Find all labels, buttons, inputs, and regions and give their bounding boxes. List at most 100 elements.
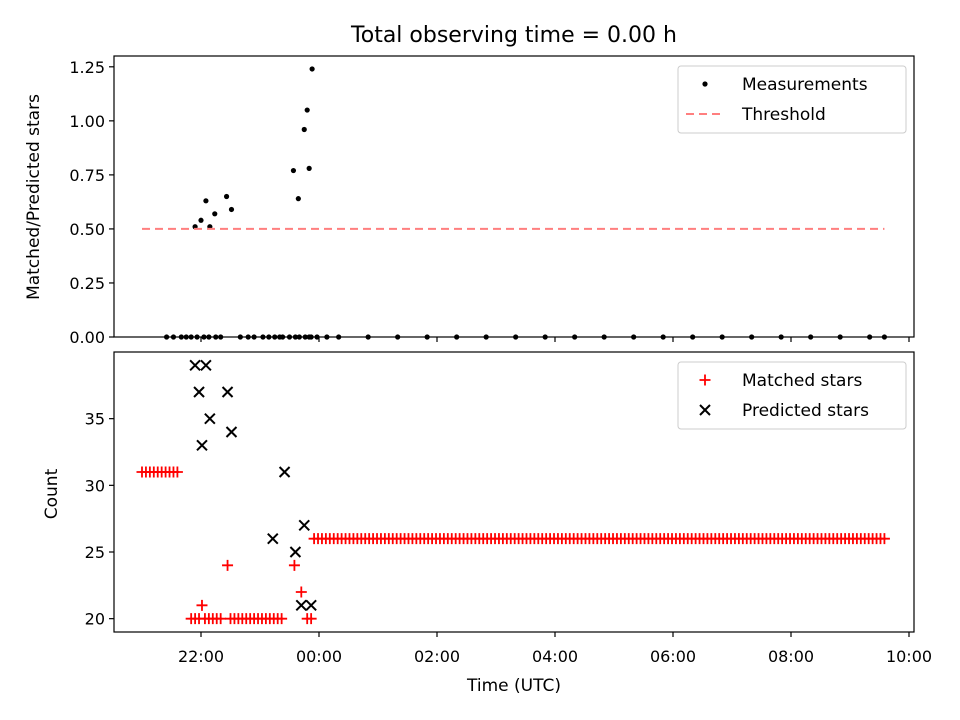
y-tick-label: 20 [85,610,105,629]
measurement-point [306,165,312,171]
x-axis-label: Time (UTC) [466,676,561,696]
measurement-point [212,211,218,217]
measurement-point [365,334,371,340]
measurement-point [286,334,293,340]
measurement-point [183,334,189,340]
x-tick-label: 02:00 [414,647,460,666]
measurement-point [336,334,342,340]
measurement-point [395,334,401,340]
predicted-star-point [221,386,234,398]
measurement-point [513,334,519,340]
legend-box [677,65,907,134]
plot-frame-2 [113,351,915,633]
measurement-point [188,334,194,340]
measurement-point [808,334,814,340]
chart-title: Total observing time = 0.00 h [350,23,677,48]
legend-measurement-swatch [702,81,708,87]
measurement-point [881,334,888,340]
measurement-point [690,334,696,340]
matched-star-point [215,613,227,625]
predicted-star-point [204,412,216,425]
measurement-point [631,334,637,340]
legend-2: Matched stars Predicted stars [677,361,907,430]
y-tick-label: 0.25 [69,274,105,293]
legend-label: Predicted stars [742,401,869,421]
measurement-point [292,334,298,340]
matched-star-point [171,466,183,478]
predicted-star-point [267,532,279,545]
y-tick-label: 1.25 [69,58,105,77]
predicted-star-point [278,466,291,478]
y-tick-label: 25 [85,543,105,562]
measurement-point [280,334,286,340]
measurement-point [454,334,460,340]
measurement-point [163,334,170,340]
y-tick-label: 0.00 [69,328,105,347]
measurement-point [203,198,209,204]
predicted-star-point [200,359,212,372]
measurement-point [296,334,302,340]
matched-star-point [222,559,234,571]
measurement-point [314,334,320,340]
measurement-point [201,334,207,340]
measurement-point [749,334,755,340]
measurement-point [301,126,307,133]
legend-matched-swatch [699,374,711,386]
y-axis-label-bottom: Count [42,468,62,519]
measurement-point [424,334,430,340]
x-tick-label: 00:00 [296,647,342,666]
measurement-point [601,334,607,340]
predicted-star-point [196,439,208,452]
measurement-point [218,334,224,340]
measurement-point [308,334,314,340]
measurement-point [483,334,489,340]
measurement-point [198,217,204,223]
legend-box [677,361,907,430]
predicted-star-point [225,426,238,438]
measurement-point [572,334,578,340]
measurement-point [272,334,278,340]
measurement-point [170,334,177,340]
measurement-point [302,334,308,340]
legend-1: Measurements Threshold [677,65,907,134]
matched-star-point [295,586,307,598]
measurement-point [206,334,212,340]
x-tick-label: 08:00 [768,647,814,666]
legend-label: Matched stars [742,371,862,391]
matched-star-point [305,613,317,625]
measurement-point [309,66,315,72]
measurement-point [251,334,257,340]
y-tick-label: 0.75 [69,166,105,185]
x-tick-label: 10:00 [886,647,932,666]
legend-label: Threshold [741,105,826,125]
legend-predicted-swatch [699,404,711,416]
x-tick-label: 06:00 [650,647,696,666]
measurement-point [304,107,310,113]
x-tick-label: 22:00 [178,647,224,666]
measurement-point [719,334,725,340]
predicted-star-point [298,519,310,532]
measurement-point [245,334,251,340]
y-axis-label-top: Matched/Predicted stars [24,94,44,300]
y-tick-label: 35 [85,410,105,429]
measurement-point [260,334,266,340]
predicted-star-point [189,359,201,372]
legend-label: Measurements [742,75,868,95]
measurement-point [837,334,843,340]
measurement-point [295,196,301,202]
y-tick-label: 0.50 [69,220,105,239]
measurement-point [194,334,200,340]
measurement-point [290,167,297,174]
predicted-star-point [305,599,317,612]
predicted-star-point [295,599,308,612]
matched-star-point [878,533,890,545]
matched-star-point [276,613,288,625]
measurement-point [324,334,330,340]
measurement-point [213,334,219,340]
measurement-point [266,334,272,340]
x-tick-label: 04:00 [532,647,578,666]
measurement-point [778,334,784,340]
measurement-point [178,334,184,340]
predicted-star-point [193,386,205,398]
